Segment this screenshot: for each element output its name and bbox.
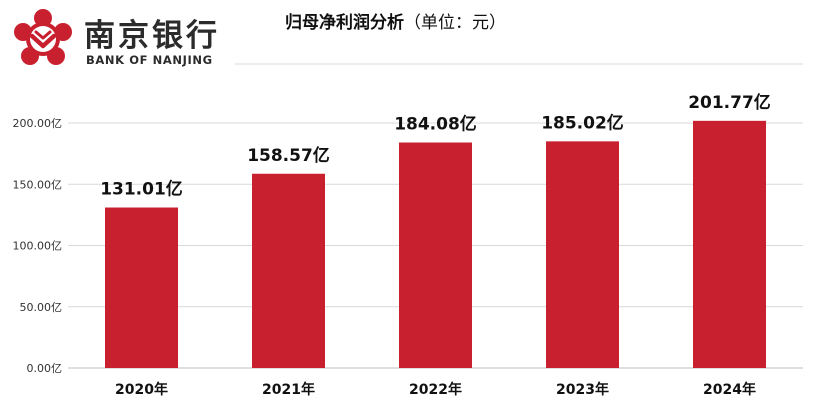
y-tick-label: 0.00亿: [27, 362, 63, 375]
data-label: 201.77亿: [688, 92, 771, 113]
bar: [399, 142, 472, 368]
x-axis-ticks: 2020年 2021年 2022年 2023年 2024年: [115, 381, 756, 398]
bar: [252, 173, 325, 368]
chart-title: 归母净利润分析: [285, 13, 404, 33]
data-label: 184.08亿: [394, 114, 477, 135]
y-axis-ticks: 0.00亿 50.00亿 100.00亿 150.00亿 200.00亿: [13, 117, 63, 375]
data-label: 158.57亿: [247, 145, 330, 166]
bar: [546, 141, 619, 368]
chart-subtitle: （单位：元）: [404, 13, 506, 33]
bar: [693, 120, 766, 368]
logo-name-english: BANK OF NANJING: [86, 53, 213, 67]
bars: [105, 120, 766, 368]
bank-of-nanjing-logo-icon: [14, 9, 72, 65]
y-tick-label: 50.00亿: [20, 301, 63, 314]
x-tick-label: 2023年: [556, 381, 609, 398]
chart-title-block: 归母净利润分析（单位：元）: [285, 8, 506, 33]
data-label: 131.01亿: [100, 179, 183, 200]
x-tick-label: 2022年: [409, 381, 462, 398]
x-tick-label: 2021年: [262, 381, 315, 398]
x-tick-label: 2020年: [115, 381, 168, 398]
data-label: 185.02亿: [541, 112, 624, 133]
y-tick-label: 150.00亿: [13, 178, 63, 191]
logo-name-chinese: 南京银行: [84, 18, 220, 54]
y-tick-label: 100.00亿: [13, 240, 63, 253]
bar: [105, 207, 178, 368]
data-labels: 131.01亿 158.57亿 184.08亿 185.02亿 201.77亿: [100, 92, 771, 200]
x-tick-label: 2024年: [703, 381, 756, 398]
bank-logo: 南京银行 BANK OF NANJING: [10, 6, 235, 72]
y-tick-label: 200.00亿: [13, 117, 63, 130]
